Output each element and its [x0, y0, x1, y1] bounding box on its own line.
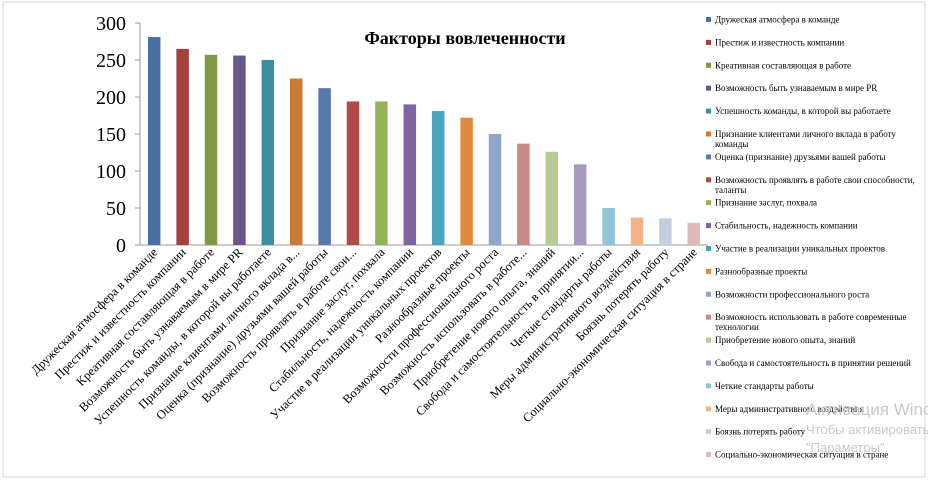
legend-swatch	[706, 223, 711, 229]
legend-swatch	[706, 17, 711, 22]
y-tick-label: 100	[96, 161, 126, 183]
legend-swatch	[706, 291, 711, 297]
legend-item: Оценка (признание) друзьями вашей работы	[715, 152, 886, 162]
legend-item: Участие в реализации уникальных проектов	[715, 244, 885, 254]
legend-item: Разнообразные проекты	[715, 266, 807, 276]
bar	[659, 218, 672, 245]
chart-title: Факторы вовлеченности	[364, 28, 565, 48]
bar	[261, 60, 275, 245]
bar	[630, 217, 644, 245]
legend: Дружеская атмосфера в команде Престиж и и…	[706, 15, 915, 460]
y-axis: 0 50 100 150 200 250 300	[96, 13, 140, 257]
bar	[488, 134, 502, 245]
legend-swatch	[706, 154, 711, 160]
legend-item: Возможность использовать в работе соврем…	[715, 312, 906, 332]
bar	[545, 151, 559, 245]
legend-swatch	[706, 131, 711, 137]
y-tick-label: 300	[96, 13, 126, 35]
legend-swatch	[706, 452, 711, 458]
legend-swatch	[706, 406, 711, 412]
bar	[573, 164, 587, 245]
legend-item: Возможность проявлять в работе свои спос…	[715, 175, 915, 195]
bar	[403, 104, 417, 246]
legend-swatch	[706, 200, 711, 206]
legend-item: Дружеская атмосфера в команде	[715, 15, 839, 25]
legend-item: Приобретение нового опыта, знаний	[715, 335, 855, 345]
y-tick-label: 200	[96, 87, 126, 109]
bar	[431, 111, 445, 245]
legend-item: Меры административного воздействия	[715, 404, 864, 414]
legend-item: Возможности профессионального роста	[715, 289, 869, 299]
legend-swatch	[706, 314, 711, 320]
bar	[289, 78, 303, 245]
legend-swatch	[706, 246, 711, 251]
bar	[147, 37, 161, 246]
legend-swatch	[706, 337, 711, 343]
activation-watermark: Активация Windo Чтобы активировать W "Па…	[806, 400, 928, 460]
legend-item: Боязнь потерять работу	[715, 427, 806, 437]
bar	[176, 48, 189, 246]
bar	[460, 117, 473, 245]
watermark-line-3: "Параметры".	[806, 440, 889, 455]
legend-item: Креативная составляющая в работе	[715, 60, 851, 70]
bar	[318, 88, 331, 246]
legend-swatch	[706, 268, 711, 274]
legend-item: Стабильность, надежность компании	[715, 221, 858, 231]
bar	[204, 54, 218, 245]
legend-swatch	[706, 108, 711, 114]
bar	[375, 101, 388, 245]
legend-item: Четкие стандарты работы	[715, 381, 814, 391]
bar	[602, 208, 615, 245]
y-tick-label: 50	[106, 198, 126, 220]
bar	[687, 222, 701, 245]
legend-item: Возможность быть узнаваемым в мире PR	[715, 83, 877, 93]
legend-item: Престиж и известность компании	[715, 37, 844, 47]
legend-item: Признание клиентами личного вклада в раб…	[715, 129, 896, 149]
y-tick-label: 0	[116, 235, 126, 257]
legend-swatch	[706, 62, 711, 68]
legend-swatch	[706, 85, 711, 91]
legend-swatch	[706, 177, 711, 183]
bars	[147, 37, 701, 246]
legend-swatch	[706, 39, 711, 45]
watermark-line-1: Активация Windo	[806, 400, 928, 419]
bar	[346, 101, 360, 245]
legend-item: Признание заслуг, похвала	[715, 198, 817, 208]
bar	[233, 55, 246, 246]
legend-item: Успешность команды, в которой вы работае…	[715, 106, 891, 116]
y-tick-label: 150	[96, 124, 126, 146]
legend-swatch	[706, 429, 711, 435]
watermark-line-2: Чтобы активировать W	[806, 422, 928, 437]
legend-item: Свобода и самостоятельность в принятии р…	[715, 358, 911, 368]
legend-item: Социально-экономическая ситуация в стран…	[715, 450, 888, 460]
legend-swatch	[706, 383, 711, 389]
legend-swatch	[706, 360, 711, 366]
y-tick-label: 250	[96, 50, 126, 72]
bar	[517, 143, 530, 245]
